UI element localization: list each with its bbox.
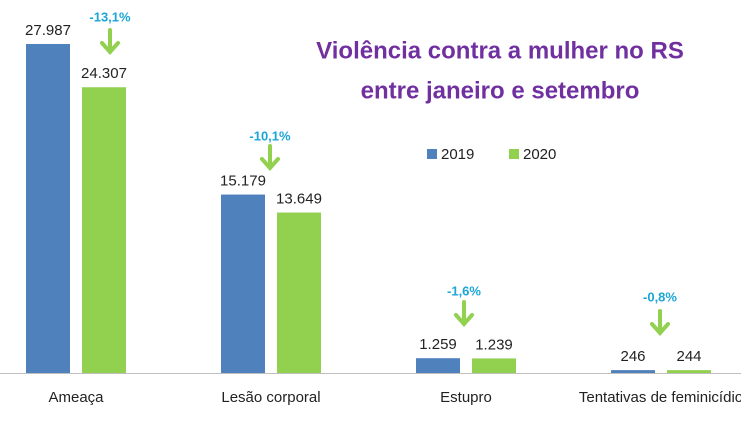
bar <box>26 43 70 373</box>
bar <box>416 358 460 373</box>
x-tick-label: Tentativas de feminicídio <box>579 389 741 406</box>
value-label: 1.259 <box>419 336 457 353</box>
arrow <box>100 28 120 56</box>
value-label: 24.307 <box>81 65 127 82</box>
legend-swatch <box>509 149 519 159</box>
x-tick-label: Lesão corporal <box>221 389 320 406</box>
legend-swatch <box>427 149 437 159</box>
annotation: -1,6% <box>447 283 481 298</box>
arrow <box>260 144 280 172</box>
value-label: 27.987 <box>25 22 71 39</box>
arrow <box>650 309 670 337</box>
legend-label: 2020 <box>523 146 556 163</box>
bar <box>221 194 265 373</box>
annotation: -0,8% <box>643 289 677 304</box>
value-label: 244 <box>676 348 701 365</box>
chart-title: Violência contra a mulher no RS <box>316 37 684 64</box>
bar <box>277 212 321 373</box>
legend-label: 2019 <box>441 146 474 163</box>
annotation: -10,1% <box>249 128 291 143</box>
x-tick-label: Ameaça <box>48 389 104 406</box>
value-label: 13.649 <box>276 191 322 208</box>
arrow <box>454 300 474 328</box>
chart-title: entre janeiro e setembro <box>361 77 640 104</box>
annotation: -13,1% <box>89 9 131 24</box>
x-tick-label: Estupro <box>440 389 492 406</box>
bar <box>472 358 516 373</box>
bar <box>667 370 711 373</box>
value-label: 246 <box>620 348 645 365</box>
value-label: 15.179 <box>220 173 266 190</box>
bar <box>611 370 655 373</box>
bar <box>82 87 126 373</box>
value-label: 1.239 <box>475 336 513 353</box>
